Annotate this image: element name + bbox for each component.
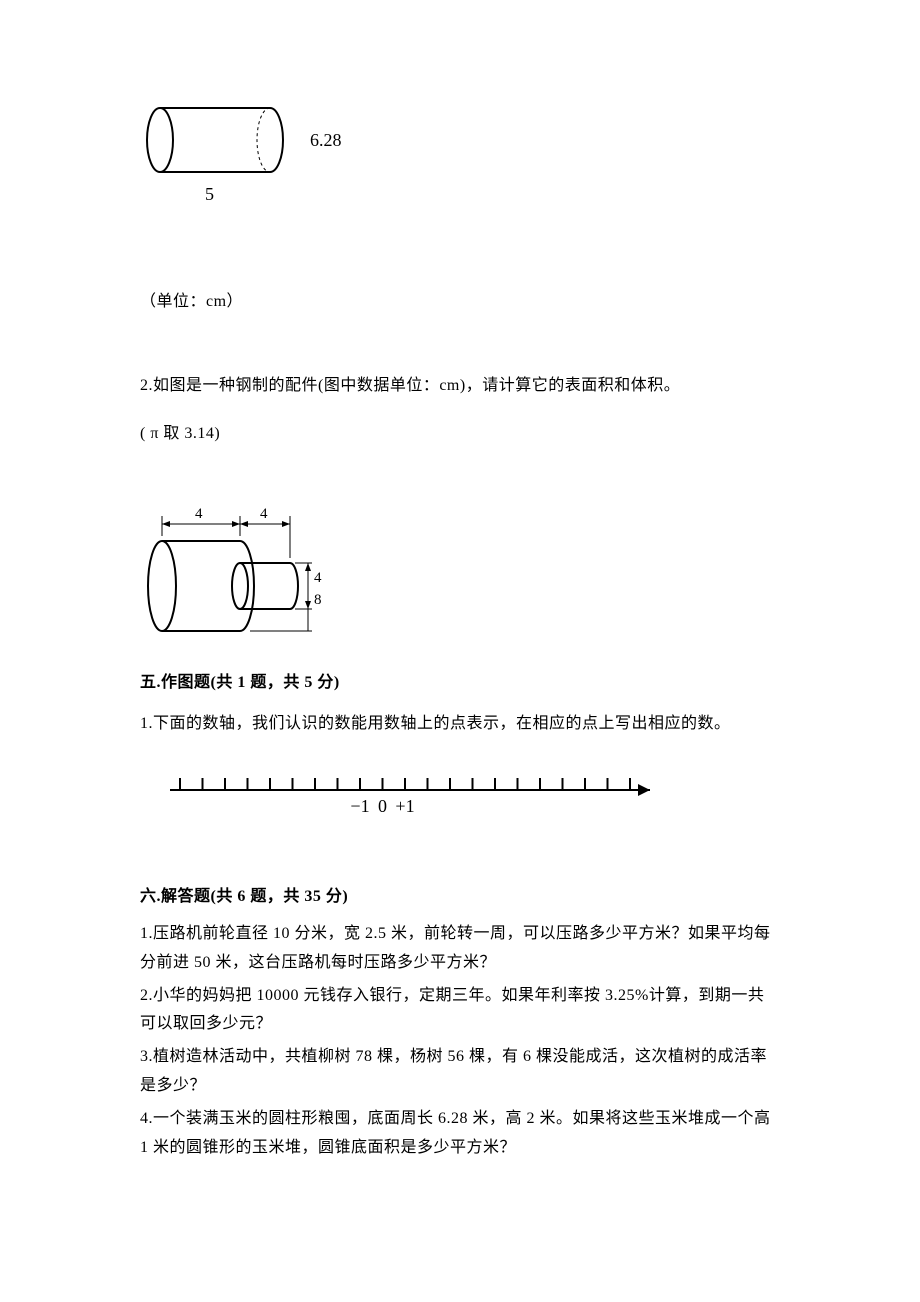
numberline-label: −1 xyxy=(350,796,369,816)
fig2-label-right-top: 4 xyxy=(314,570,322,586)
fig2-label-top-right: 4 xyxy=(260,506,268,522)
sec6-q3: 3.植树造林活动中，共植柳树 78 棵，杨树 56 棵，有 6 棵没能成活，这次… xyxy=(140,1043,780,1101)
page: 6.28 5 （单位：cm） 2.如图是一种钢制的配件(图中数据单位：cm)，请… xyxy=(0,0,920,1302)
fig1-unit-note: （单位：cm） xyxy=(140,286,780,318)
numberline-label: 0 xyxy=(378,796,387,816)
fig2-label-top-left: 4 xyxy=(195,506,203,522)
fig1-label-right: 6.28 xyxy=(310,130,342,150)
sec6-q2: 2.小华的妈妈把 10000 元钱存入银行，定期三年。如果年利率按 3.25%计… xyxy=(140,982,780,1040)
figure-composite-cylinders: 4 4 4 8 xyxy=(140,496,780,646)
figure-number-line: −1 0 +1 xyxy=(160,760,780,830)
fig2-label-right-bottom: 8 xyxy=(314,592,322,608)
q4-2-line2: ( π 取 3.14) xyxy=(140,418,780,450)
section-5-title: 五.作图题(共 1 题，共 5 分) xyxy=(140,668,780,692)
q4-2-line1: 2.如图是一种钢制的配件(图中数据单位：cm)，请计算它的表面积和体积。 xyxy=(140,370,780,402)
sec5-q1: 1.下面的数轴，我们认识的数能用数轴上的点表示，在相应的点上写出相应的数。 xyxy=(140,708,780,740)
fig1-label-bottom: 5 xyxy=(205,184,214,204)
figure-cylinder-1: 6.28 5 xyxy=(140,100,780,210)
section-6-title: 六.解答题(共 6 题，共 35 分) xyxy=(140,882,780,906)
sec6-q4: 4.一个装满玉米的圆柱形粮囤，底面周长 6.28 米，高 2 米。如果将这些玉米… xyxy=(140,1105,780,1163)
sec6-q1: 1.压路机前轮直径 10 分米，宽 2.5 米，前轮转一周，可以压路多少平方米？… xyxy=(140,920,780,978)
numberline-label: +1 xyxy=(395,796,414,816)
